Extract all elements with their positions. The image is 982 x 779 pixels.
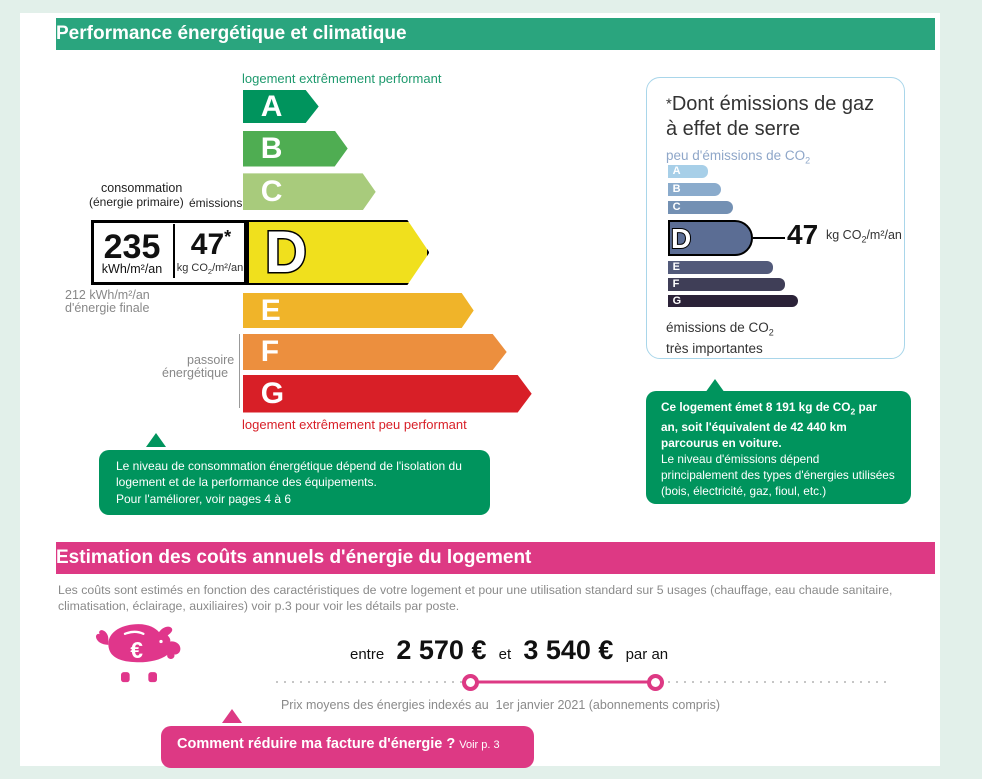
svg-text:€: €: [130, 637, 143, 663]
